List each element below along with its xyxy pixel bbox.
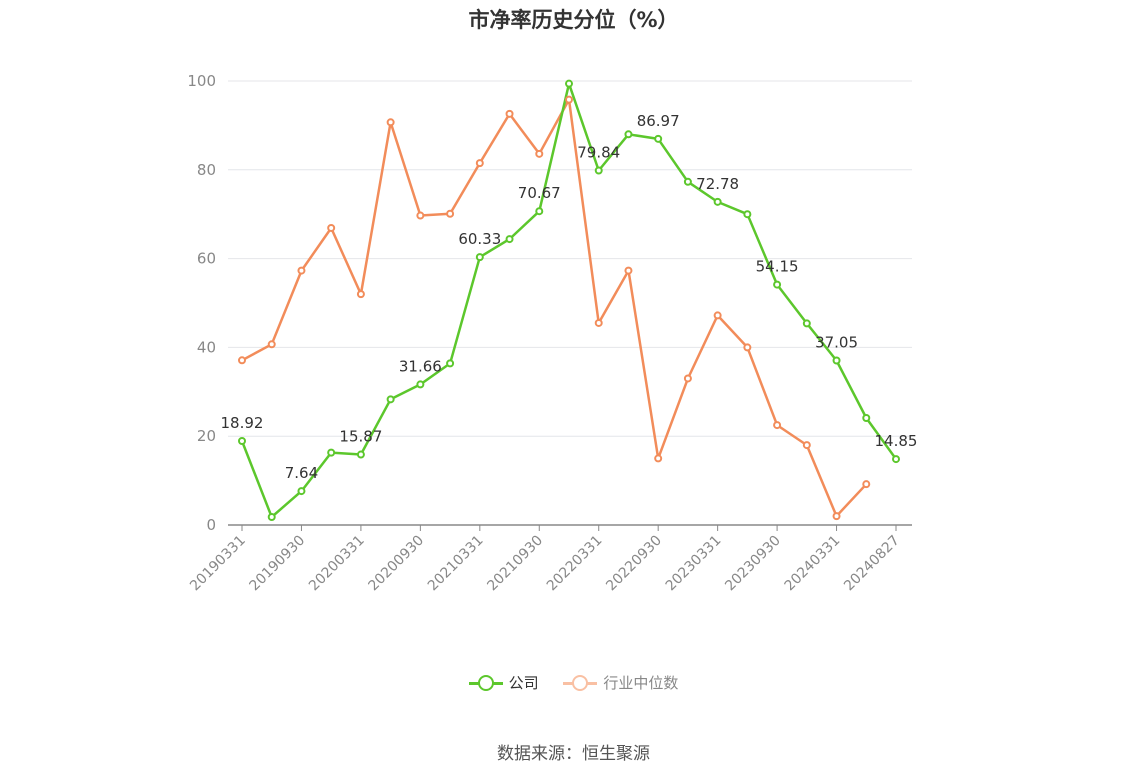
x-tick-label: 20210331: [425, 533, 487, 595]
y-tick-label: 100: [187, 72, 216, 90]
data-label: 79.84: [577, 144, 620, 162]
series-points: [238, 79, 900, 522]
data-label: 31.66: [399, 357, 442, 375]
data-point-0-17[interactable]: [743, 210, 752, 219]
data-point-0-7[interactable]: [446, 359, 455, 368]
data-point-0-12[interactable]: [594, 166, 603, 175]
x-tick-label: 20230331: [663, 533, 725, 595]
data-point-0-2[interactable]: [297, 487, 306, 496]
data-label: 14.85: [875, 432, 918, 450]
data-label: 18.92: [221, 414, 264, 432]
data-label: 60.33: [458, 230, 501, 248]
data-point-0-19[interactable]: [802, 319, 811, 328]
data-point-1-1[interactable]: [267, 340, 276, 349]
data-point-1-14[interactable]: [654, 454, 663, 463]
data-point-0-10[interactable]: [535, 207, 544, 216]
x-tick-label: 20240827: [841, 533, 903, 595]
data-point-0-15[interactable]: [683, 177, 692, 186]
data-point-1-7[interactable]: [446, 209, 455, 218]
data-point-0-4[interactable]: [356, 450, 365, 459]
data-point-1-18[interactable]: [773, 421, 782, 430]
data-point-1-21[interactable]: [862, 480, 871, 489]
x-tick-label: 20230930: [722, 533, 784, 595]
data-point-0-13[interactable]: [624, 130, 633, 139]
data-point-0-1[interactable]: [267, 513, 276, 522]
y-tick-label: 0: [206, 516, 216, 534]
x-tick-label: 20190930: [247, 533, 309, 595]
data-point-0-9[interactable]: [505, 235, 514, 244]
data-label: 7.64: [285, 464, 318, 482]
x-tick-label: 20200331: [306, 533, 368, 595]
data-point-1-0[interactable]: [238, 356, 246, 365]
data-point-0-6[interactable]: [416, 380, 425, 389]
data-point-0-0[interactable]: [238, 436, 246, 445]
series-line-1: [241, 98, 868, 518]
data-point-1-20[interactable]: [832, 512, 841, 521]
data-point-1-2[interactable]: [297, 266, 306, 275]
data-point-1-17[interactable]: [743, 343, 752, 352]
axes: 0 20 40 60 80 100 2019033120190930202003312020…: [187, 72, 912, 594]
data-point-1-11[interactable]: [565, 95, 573, 104]
data-point-1-10[interactable]: [535, 149, 544, 158]
legend-label-industry-median: 行业中位数: [603, 674, 679, 692]
data-point-0-5[interactable]: [386, 395, 395, 404]
x-tick-label: 20200930: [365, 533, 427, 595]
data-label: 54.15: [756, 258, 799, 276]
data-label: 86.97: [637, 112, 680, 130]
y-tick-label: 40: [197, 338, 216, 356]
legend-swatch-company: [468, 674, 503, 691]
x-tick-label: 20220930: [603, 533, 665, 595]
data-point-1-8[interactable]: [475, 159, 484, 168]
y-tick-label: 60: [197, 250, 216, 268]
x-tick-label: 20220331: [544, 533, 606, 595]
data-point-1-9[interactable]: [505, 109, 514, 118]
data-label: 70.67: [518, 184, 561, 202]
data-point-1-12[interactable]: [594, 318, 603, 327]
y-tick-label: 80: [197, 161, 216, 179]
data-point-1-4[interactable]: [356, 290, 365, 299]
legend-label-company: 公司: [508, 674, 539, 692]
data-point-0-18[interactable]: [773, 280, 782, 289]
legend-item-company[interactable]: 公司: [468, 672, 539, 693]
series-lines: [240, 82, 898, 519]
grid-lines: [228, 80, 912, 437]
data-labels: 18.92 7.64 15.87 31.66 60.33 70.67 79.84 86.97 7…: [221, 112, 918, 482]
data-point-0-16[interactable]: [713, 197, 722, 206]
data-point-0-20[interactable]: [832, 356, 841, 365]
x-tick-label: 20240331: [782, 533, 844, 595]
data-point-0-8[interactable]: [475, 253, 484, 262]
data-point-1-15[interactable]: [683, 374, 692, 383]
data-point-0-14[interactable]: [654, 134, 663, 143]
x-tick-label: 20210930: [484, 533, 546, 595]
data-source: 数据来源：恒生聚源: [497, 744, 650, 764]
data-label: 15.87: [339, 428, 382, 446]
data-point-1-5[interactable]: [386, 118, 395, 127]
x-tick-label: 20190331: [187, 533, 249, 595]
legend-item-industry-median[interactable]: 行业中位数: [563, 672, 678, 693]
data-point-0-21[interactable]: [862, 413, 871, 422]
legend-swatch-industry-median: [563, 674, 598, 691]
data-point-1-16[interactable]: [713, 311, 722, 320]
data-label: 72.78: [696, 175, 739, 193]
data-point-1-13[interactable]: [624, 266, 633, 275]
data-point-0-22[interactable]: [892, 455, 900, 464]
legend: 公司 行业中位数: [0, 672, 1147, 695]
data-point-1-6[interactable]: [416, 211, 425, 220]
data-point-0-3[interactable]: [327, 448, 336, 457]
data-label: 37.05: [815, 333, 858, 351]
data-point-1-3[interactable]: [327, 223, 336, 232]
data-point-0-11[interactable]: [565, 79, 573, 88]
chart-title: 市净率历史分位（%）: [468, 8, 679, 32]
data-point-1-19[interactable]: [802, 441, 811, 450]
y-tick-label: 20: [197, 427, 216, 445]
series-line-0: [240, 82, 898, 519]
